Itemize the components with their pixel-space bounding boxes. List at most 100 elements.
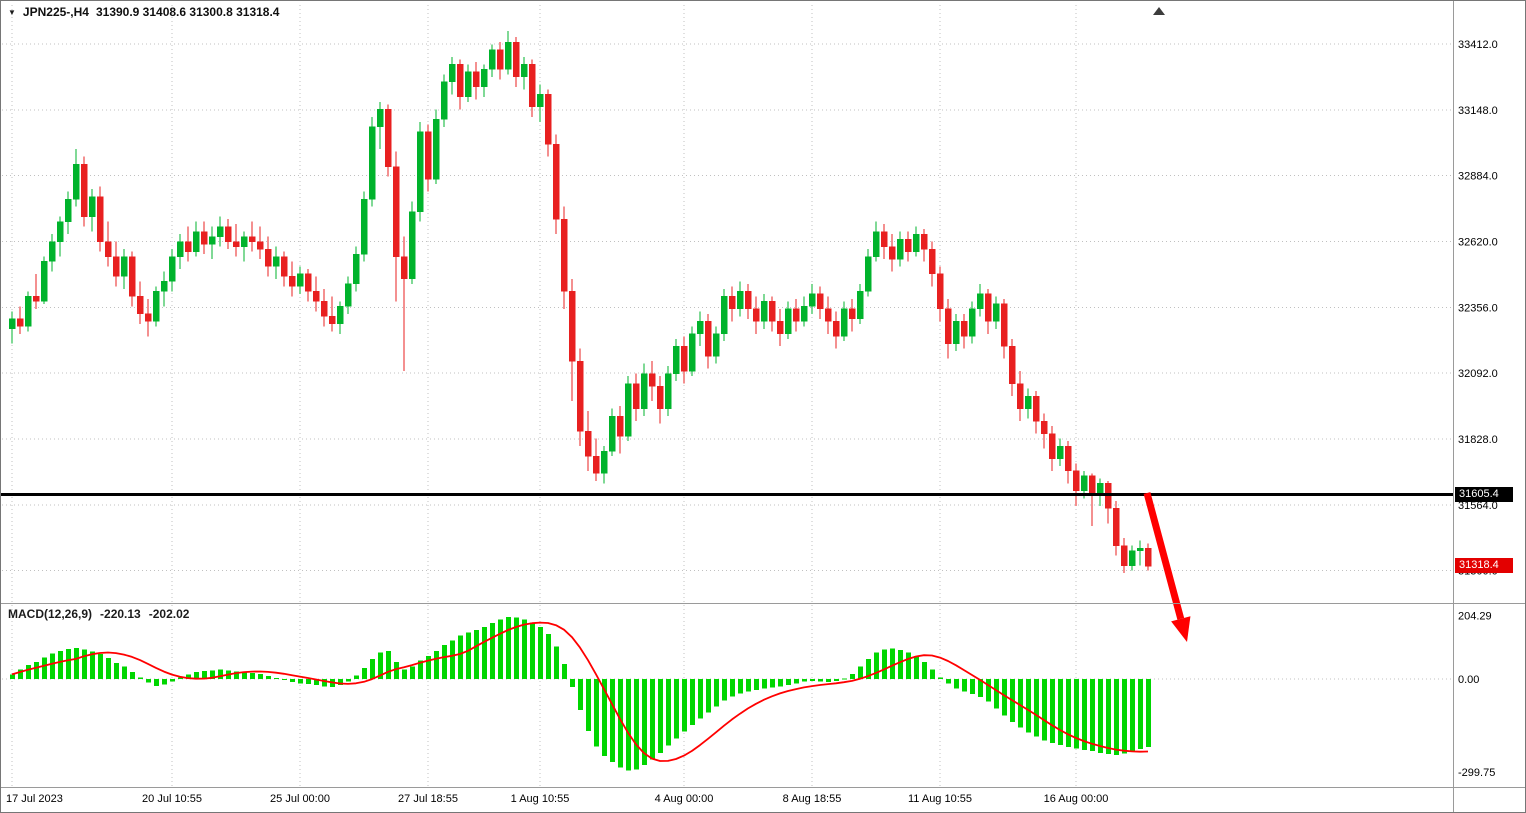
macd-histogram-bar <box>650 679 655 760</box>
macd-histogram-bar <box>994 679 999 709</box>
macd-histogram-bar <box>346 679 351 682</box>
macd-main-value: -220.13 <box>100 607 141 621</box>
macd-histogram-bar <box>194 672 199 679</box>
candle-body <box>320 301 328 317</box>
macd-histogram-bar <box>1002 679 1007 716</box>
candle-body <box>1032 395 1040 422</box>
candle-body <box>304 273 312 292</box>
macd-histogram-bar <box>202 670 207 679</box>
macd-histogram-bar <box>234 671 239 679</box>
macd-histogram-bar <box>682 679 687 732</box>
candle-body <box>624 383 632 437</box>
macd-histogram-bar <box>754 679 759 690</box>
price-axis-label: 33412.0 <box>1458 39 1498 51</box>
candle-body <box>872 231 880 257</box>
candle-body <box>544 94 552 145</box>
candle-body <box>48 241 56 262</box>
macd-histogram-bar <box>218 669 223 679</box>
candle-body <box>120 256 128 277</box>
candle-body <box>752 308 760 322</box>
candle-body <box>992 303 1000 322</box>
candle-body <box>1120 545 1128 566</box>
candle-body <box>696 321 704 335</box>
candle-body <box>856 291 864 320</box>
candle-body <box>984 293 992 322</box>
candle-body <box>928 248 936 275</box>
trend-arrow-line[interactable] <box>1143 492 1185 620</box>
candle-body <box>968 308 976 337</box>
macd-histogram-bar <box>1058 679 1063 745</box>
candle-body <box>384 109 392 167</box>
candle-body <box>352 253 360 285</box>
candle-body <box>848 308 856 320</box>
macd-histogram-bar <box>698 679 703 719</box>
macd-histogram-bar <box>250 672 255 679</box>
time-axis-label: 17 Jul 2023 <box>6 793 63 805</box>
macd-histogram-bar <box>50 653 55 679</box>
chart-shift-marker-icon[interactable] <box>1153 7 1165 15</box>
candle-body <box>504 41 512 70</box>
candle-body <box>648 373 656 387</box>
candle-body <box>488 49 496 70</box>
chart-title: JPN225-,H4 <box>22 5 89 19</box>
candle-body <box>1000 303 1008 347</box>
macd-histogram-bar <box>1114 679 1119 755</box>
candle-body <box>560 218 568 292</box>
candle-body <box>808 293 816 307</box>
candle-body <box>896 238 904 260</box>
horizontal-line[interactable] <box>1 493 1453 496</box>
candle-body <box>144 313 152 322</box>
macd-histogram-bar <box>306 679 311 684</box>
candle-body <box>376 109 384 128</box>
time-axis-label: 16 Aug 00:00 <box>1044 793 1109 805</box>
macd-histogram-bar <box>1074 679 1079 749</box>
macd-histogram-bar <box>554 646 559 679</box>
macd-axis-label: -299.75 <box>1458 767 1495 779</box>
candle-body <box>616 415 624 437</box>
macd-histogram-bar <box>626 679 631 771</box>
candle-body <box>1088 475 1096 497</box>
candle-body <box>1112 508 1120 546</box>
candle-body <box>176 241 184 257</box>
macd-histogram-bar <box>1034 679 1039 737</box>
candle-body <box>888 246 896 260</box>
macd-histogram-bar <box>1138 679 1143 750</box>
macd-histogram-bar <box>138 677 143 679</box>
candle-body <box>720 296 728 335</box>
candle-body <box>128 256 136 297</box>
candle-body <box>280 256 288 277</box>
candle-body <box>328 316 336 325</box>
candle-body <box>472 71 480 88</box>
macd-histogram-bar <box>970 679 975 694</box>
macd-histogram-bar <box>914 656 919 679</box>
candle-body <box>712 333 720 357</box>
candle-body <box>832 321 840 337</box>
macd-histogram-bar <box>450 640 455 679</box>
candle-body <box>416 131 424 212</box>
candle-body <box>1040 420 1048 434</box>
candle-body <box>240 236 248 247</box>
macd-histogram-bar <box>378 652 383 679</box>
macd-histogram-bar <box>690 679 695 725</box>
candle-body <box>864 256 872 292</box>
macd-histogram-bar <box>362 668 367 679</box>
candle-body <box>776 321 784 335</box>
macd-histogram-bar <box>338 679 343 686</box>
macd-histogram-bar <box>826 679 831 683</box>
candle-body <box>264 248 272 267</box>
candle-body <box>112 256 120 277</box>
macd-histogram-bar <box>210 670 215 679</box>
macd-indicator-label: MACD(12,26,9) -220.13 -202.02 <box>8 607 189 621</box>
macd-histogram-bar <box>866 658 871 679</box>
candle-body <box>552 143 560 220</box>
macd-histogram-bar <box>658 679 663 753</box>
candle-body <box>792 308 800 322</box>
macd-histogram-bar <box>434 651 439 679</box>
macd-histogram-bar <box>610 679 615 763</box>
macd-histogram-bar <box>618 679 623 768</box>
trend-arrow-head[interactable] <box>1171 616 1191 642</box>
candle-body <box>248 236 256 242</box>
candle-body <box>480 69 488 88</box>
candle-body <box>744 291 752 310</box>
